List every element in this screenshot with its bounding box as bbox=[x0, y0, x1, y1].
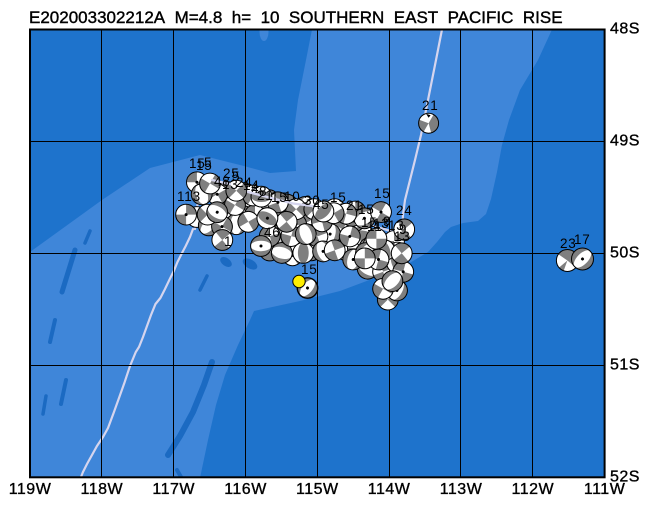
svg-text:5: 5 bbox=[232, 169, 240, 184]
svg-text:116W: 116W bbox=[224, 481, 267, 498]
svg-text:8: 8 bbox=[259, 184, 267, 199]
svg-text:9: 9 bbox=[383, 214, 391, 229]
svg-text:25: 25 bbox=[223, 166, 240, 181]
svg-text:50S: 50S bbox=[610, 244, 640, 261]
svg-text:49S: 49S bbox=[610, 132, 640, 149]
svg-text:13: 13 bbox=[373, 216, 390, 231]
svg-text:112W: 112W bbox=[511, 481, 554, 498]
svg-text:13: 13 bbox=[394, 229, 411, 244]
svg-text:13: 13 bbox=[222, 177, 239, 192]
svg-text:52S: 52S bbox=[610, 468, 640, 485]
svg-text:24: 24 bbox=[236, 175, 253, 190]
svg-text:21: 21 bbox=[257, 188, 274, 203]
svg-text:119W: 119W bbox=[9, 481, 52, 498]
svg-text:4: 4 bbox=[251, 181, 259, 196]
svg-text:15: 15 bbox=[301, 262, 318, 277]
svg-text:17: 17 bbox=[574, 232, 591, 247]
svg-text:23: 23 bbox=[560, 236, 577, 251]
svg-text:15: 15 bbox=[358, 202, 375, 217]
svg-text:117W: 117W bbox=[152, 481, 195, 498]
svg-text:15: 15 bbox=[189, 156, 206, 171]
svg-text:21: 21 bbox=[346, 198, 363, 213]
svg-text:15: 15 bbox=[374, 186, 391, 201]
svg-text:15: 15 bbox=[361, 215, 378, 230]
svg-text:46: 46 bbox=[264, 225, 281, 240]
svg-text:115W: 115W bbox=[296, 481, 339, 498]
svg-text:24: 24 bbox=[396, 203, 413, 218]
svg-text:111W: 111W bbox=[584, 481, 626, 498]
svg-text:15: 15 bbox=[196, 158, 213, 173]
svg-text:118W: 118W bbox=[80, 481, 123, 498]
svg-text:30: 30 bbox=[304, 193, 321, 208]
svg-text:48S: 48S bbox=[610, 21, 640, 38]
svg-text:51S: 51S bbox=[610, 356, 640, 373]
svg-text:5: 5 bbox=[204, 155, 212, 170]
svg-text:1: 1 bbox=[224, 234, 232, 249]
svg-text:11: 11 bbox=[367, 219, 383, 234]
svg-text:21: 21 bbox=[422, 98, 439, 113]
svg-text:113: 113 bbox=[177, 189, 201, 204]
svg-text:10: 10 bbox=[284, 189, 301, 204]
svg-text:14: 14 bbox=[243, 178, 260, 193]
svg-text:15: 15 bbox=[271, 190, 288, 205]
svg-text:114W: 114W bbox=[368, 481, 411, 498]
svg-text:48: 48 bbox=[214, 174, 231, 189]
svg-text:9: 9 bbox=[399, 222, 407, 237]
svg-text:13: 13 bbox=[388, 218, 405, 233]
svg-text:45: 45 bbox=[313, 197, 330, 212]
svg-text:113W: 113W bbox=[440, 481, 483, 498]
svg-text:15: 15 bbox=[330, 190, 347, 205]
